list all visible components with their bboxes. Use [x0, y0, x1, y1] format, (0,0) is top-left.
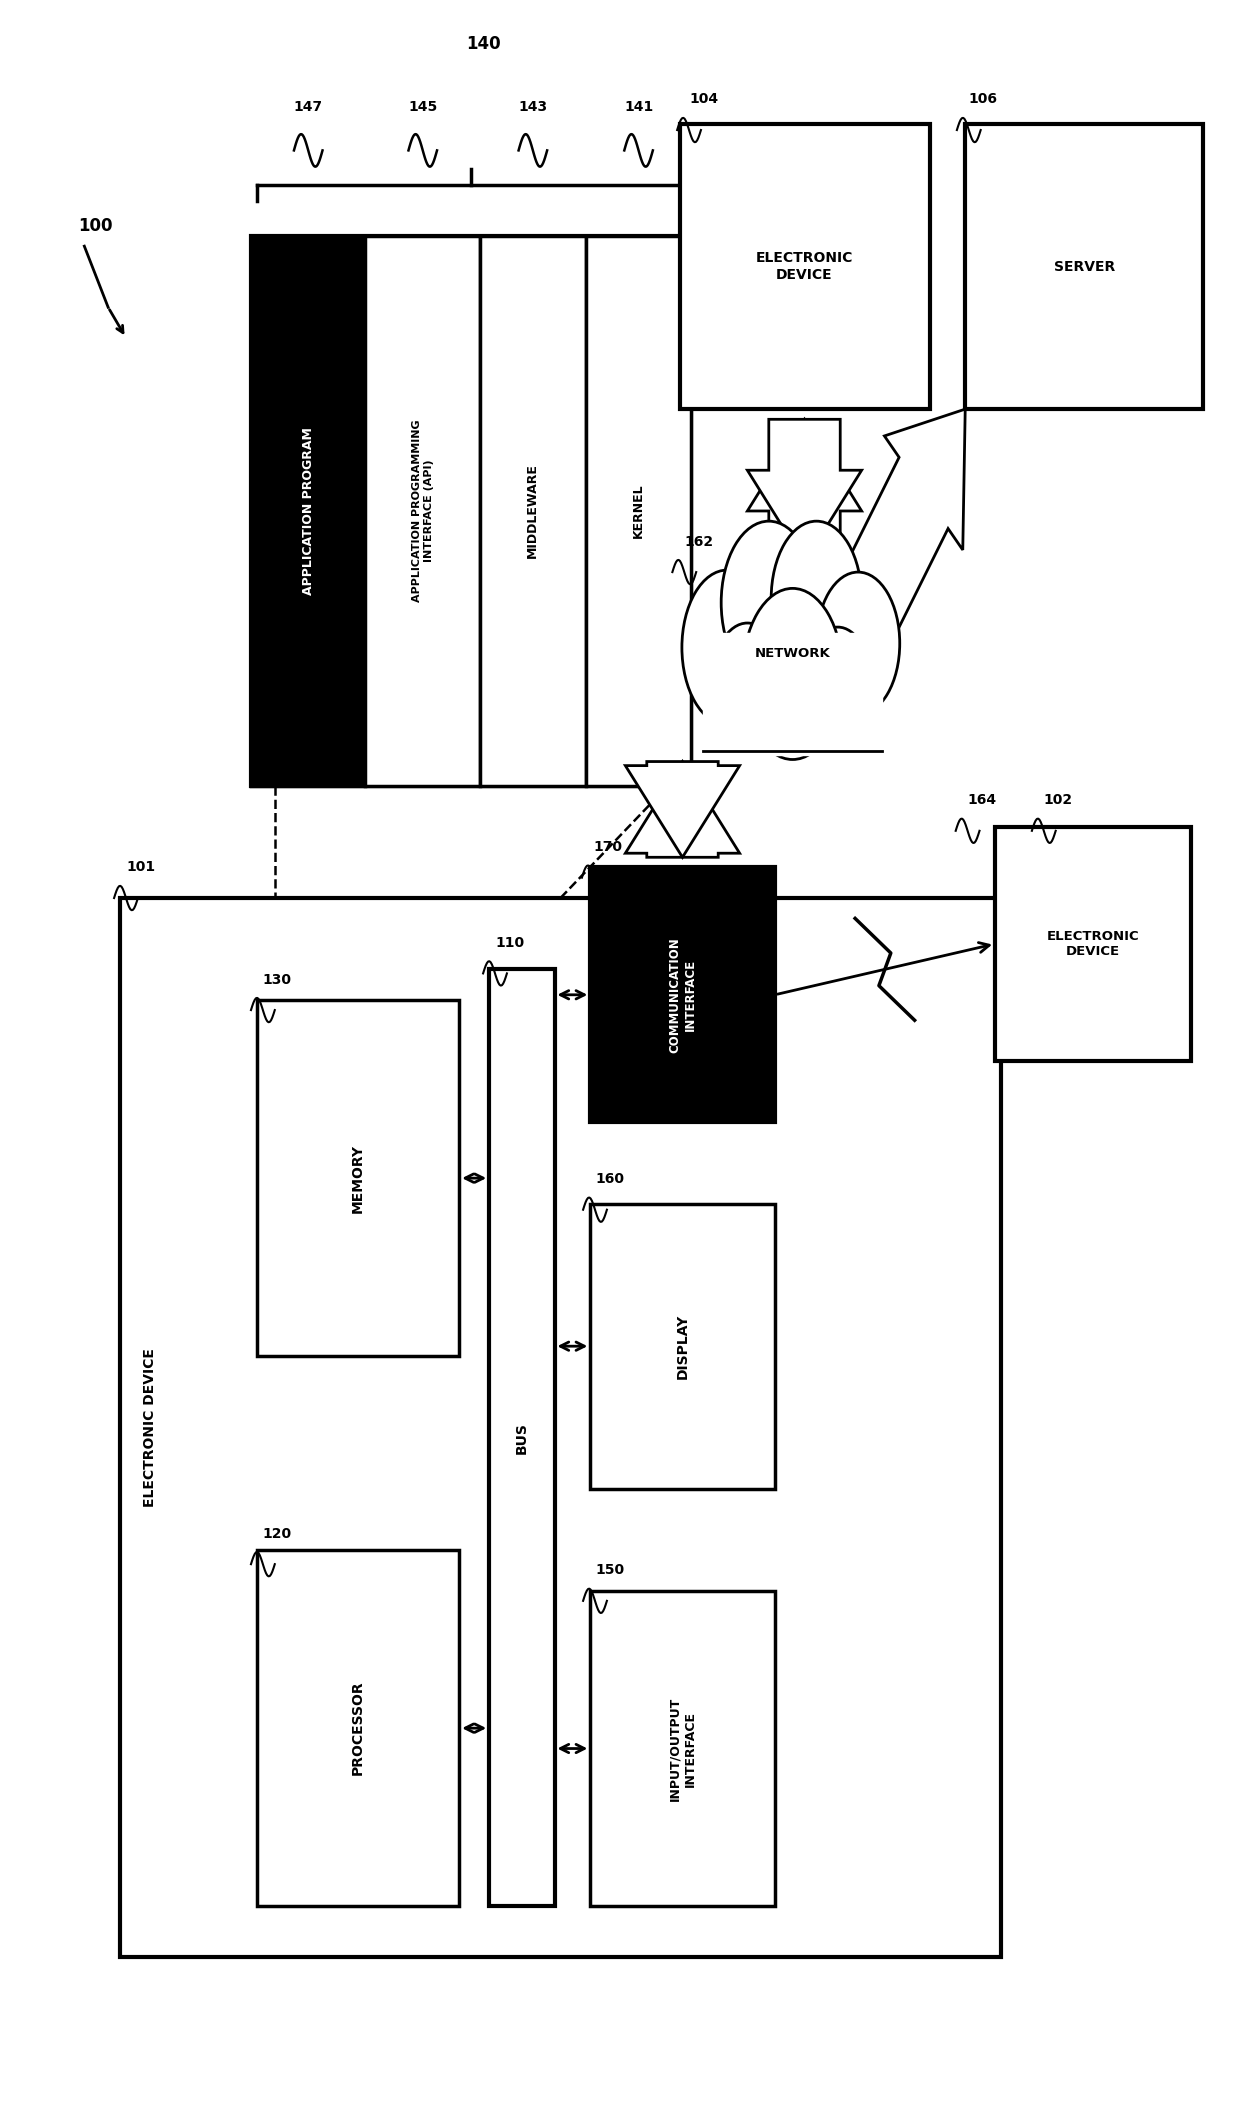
Bar: [250, 236, 366, 785]
Polygon shape: [748, 420, 862, 562]
Circle shape: [743, 588, 843, 760]
Bar: [590, 1592, 775, 1906]
Text: 140: 140: [466, 34, 501, 53]
Text: 101: 101: [126, 862, 155, 874]
Text: ELECTRONIC
DEVICE: ELECTRONIC DEVICE: [1047, 929, 1140, 957]
Circle shape: [816, 573, 900, 715]
Polygon shape: [839, 410, 965, 649]
Bar: [120, 898, 1001, 1956]
Circle shape: [682, 571, 773, 726]
Bar: [965, 123, 1203, 410]
Bar: [480, 236, 585, 785]
Text: 110: 110: [495, 936, 525, 951]
Text: 145: 145: [408, 100, 438, 115]
Text: APPLICATION PROGRAM: APPLICATION PROGRAM: [301, 427, 315, 594]
Text: 150: 150: [595, 1564, 624, 1577]
Text: 143: 143: [518, 100, 547, 115]
Circle shape: [712, 624, 784, 745]
Circle shape: [805, 628, 872, 741]
Text: SERVER: SERVER: [1054, 259, 1115, 274]
Text: 104: 104: [689, 93, 718, 106]
Polygon shape: [625, 762, 739, 857]
Text: 120: 120: [263, 1526, 291, 1541]
Circle shape: [722, 522, 816, 683]
Text: 170: 170: [594, 840, 622, 853]
Text: MEMORY: MEMORY: [351, 1144, 365, 1212]
Text: 102: 102: [1044, 794, 1073, 806]
Text: MIDDLEWARE: MIDDLEWARE: [526, 463, 539, 558]
Text: KERNEL: KERNEL: [632, 484, 645, 539]
Circle shape: [771, 522, 862, 677]
Text: 106: 106: [968, 93, 998, 106]
Text: 164: 164: [967, 794, 997, 806]
Bar: [366, 236, 480, 785]
Bar: [489, 970, 554, 1906]
Bar: [994, 828, 1192, 1061]
Bar: [703, 632, 882, 755]
Text: APPLICATION PROGRAMMING
INTERFACE (API): APPLICATION PROGRAMMING INTERFACE (API): [412, 420, 434, 603]
Polygon shape: [748, 420, 862, 562]
Text: 162: 162: [684, 535, 713, 547]
Text: PROCESSOR: PROCESSOR: [351, 1681, 365, 1776]
Text: 160: 160: [595, 1171, 624, 1186]
Bar: [590, 868, 775, 1123]
Polygon shape: [625, 762, 739, 857]
Bar: [585, 236, 692, 785]
Text: 147: 147: [294, 100, 322, 115]
Text: 130: 130: [263, 972, 291, 987]
Bar: [257, 999, 459, 1356]
Bar: [590, 1203, 775, 1490]
Text: 141: 141: [624, 100, 653, 115]
Bar: [250, 236, 692, 785]
Text: 100: 100: [78, 216, 113, 236]
Text: NETWORK: NETWORK: [755, 647, 831, 660]
Bar: [257, 1549, 459, 1906]
Text: BUS: BUS: [515, 1422, 528, 1454]
Bar: [680, 123, 930, 410]
Text: DISPLAY: DISPLAY: [676, 1314, 689, 1379]
Text: INPUT/OUTPUT
INTERFACE: INPUT/OUTPUT INTERFACE: [668, 1695, 697, 1802]
Text: ELECTRONIC DEVICE: ELECTRONIC DEVICE: [143, 1347, 156, 1507]
Text: COMMUNICATION
INTERFACE: COMMUNICATION INTERFACE: [668, 938, 697, 1053]
Text: ELECTRONIC
DEVICE: ELECTRONIC DEVICE: [756, 250, 853, 282]
